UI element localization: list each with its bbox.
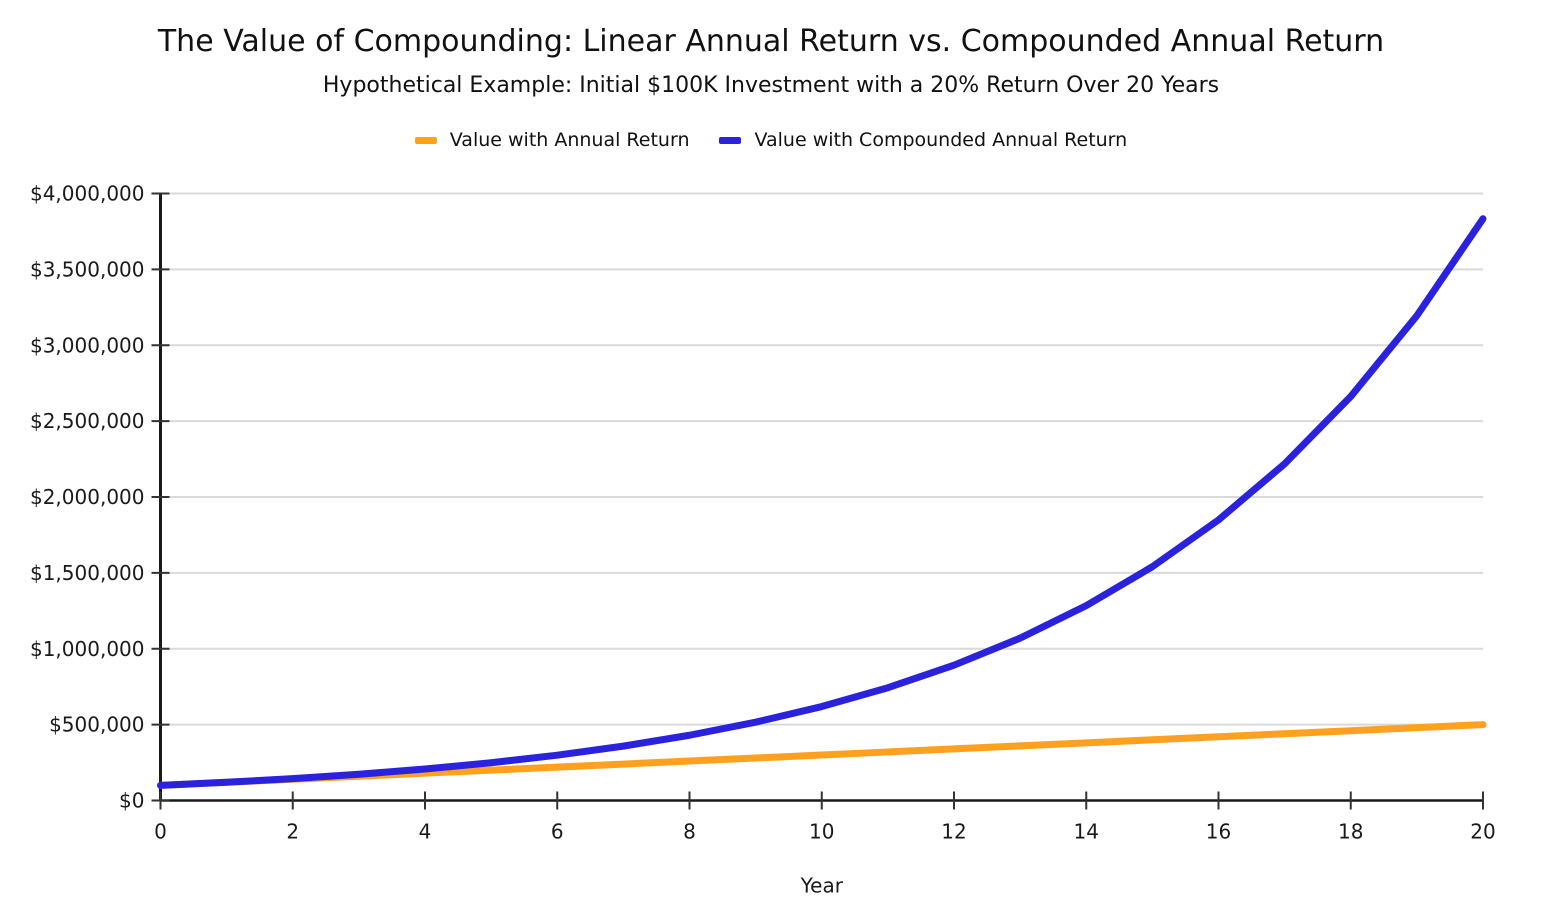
x-tick-label: 4 bbox=[419, 820, 432, 844]
x-tick-label: 6 bbox=[551, 820, 564, 844]
x-axis-title: Year bbox=[800, 874, 844, 898]
legend: Value with Annual Return Value with Comp… bbox=[0, 129, 1542, 151]
legend-item-annual-return: Value with Annual Return bbox=[414, 129, 690, 151]
y-tick-label: $2,500,000 bbox=[30, 409, 145, 433]
x-tick-label: 12 bbox=[941, 820, 966, 844]
y-tick-label: $4,000,000 bbox=[30, 182, 145, 206]
legend-swatch-annual-return bbox=[414, 136, 437, 144]
legend-label-annual-return: Value with Annual Return bbox=[449, 129, 690, 151]
x-tick-label: 14 bbox=[1074, 820, 1099, 844]
x-tick-label: 18 bbox=[1338, 820, 1363, 844]
y-tick-label: $3,500,000 bbox=[30, 257, 145, 281]
y-tick-label: $3,000,000 bbox=[30, 333, 145, 357]
legend-item-compounded-return: Value with Compounded Annual Return bbox=[719, 129, 1127, 151]
legend-swatch-compounded-return bbox=[719, 136, 742, 144]
chart-subtitle: Hypothetical Example: Initial $100K Inve… bbox=[322, 73, 1220, 98]
y-tick-label: $1,500,000 bbox=[30, 561, 145, 585]
y-tick-label: $0 bbox=[119, 789, 144, 813]
x-tick-label: 16 bbox=[1206, 820, 1231, 844]
legend-label-compounded-return: Value with Compounded Annual Return bbox=[754, 129, 1128, 151]
chart-title: The Value of Compounding: Linear Annual … bbox=[157, 24, 1385, 59]
x-tick-label: 20 bbox=[1470, 820, 1495, 844]
x-tick-label: 2 bbox=[286, 820, 299, 844]
y-tick-label: $1,000,000 bbox=[30, 637, 145, 661]
x-tick-label: 8 bbox=[683, 820, 696, 844]
series-line-compounded-annual-return bbox=[157, 215, 1487, 789]
y-tick-label: $500,000 bbox=[49, 713, 144, 737]
x-tick-label: 0 bbox=[154, 820, 167, 844]
x-tick-label: 10 bbox=[809, 820, 834, 844]
y-tick-label: $2,000,000 bbox=[30, 485, 145, 509]
